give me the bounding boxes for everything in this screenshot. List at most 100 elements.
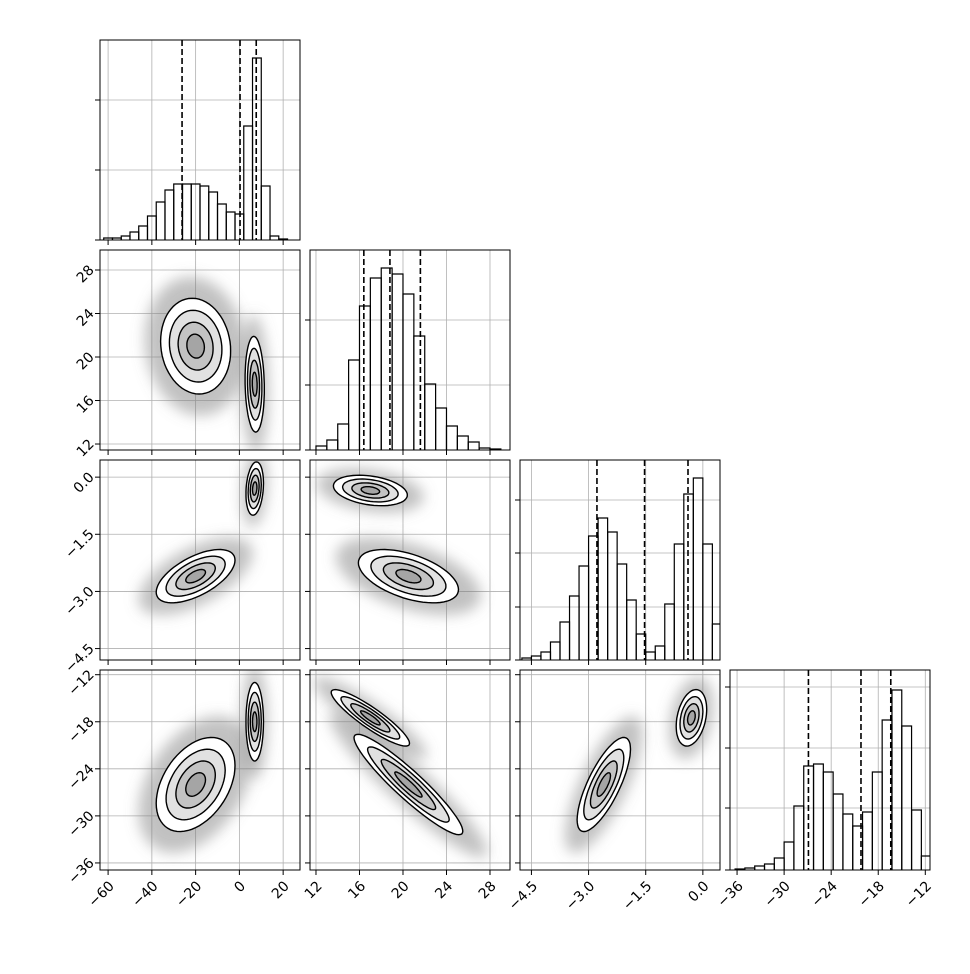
- contour: [185, 771, 207, 798]
- histogram-bin: [920, 855, 930, 870]
- panel: [310, 460, 510, 660]
- histogram-bin: [692, 477, 704, 660]
- y-tick-label: −36: [65, 855, 97, 887]
- histogram-bin: [402, 293, 415, 450]
- panel: [520, 460, 720, 660]
- histogram-bin: [754, 865, 766, 870]
- x-tick-label: 16: [345, 878, 369, 902]
- histogram-bin: [164, 189, 175, 240]
- x-tick-label: −60: [86, 878, 118, 910]
- histogram-bin: [369, 277, 382, 450]
- y-tick-label: 20: [74, 349, 98, 373]
- y-tick-label: 12: [74, 436, 98, 460]
- x-tick-label: 20: [269, 878, 293, 902]
- histogram-bin: [773, 857, 785, 870]
- x-tick-label: 12: [302, 878, 326, 902]
- histogram-bin: [711, 623, 720, 660]
- histogram-bin: [626, 599, 637, 660]
- axes-frame: [99, 39, 301, 241]
- y-tick-label: 28: [74, 262, 98, 286]
- x-tick-label: 20: [389, 878, 413, 902]
- histogram-bin: [199, 185, 210, 240]
- x-tick-label: −4.5: [506, 878, 541, 913]
- histogram-bin: [456, 435, 469, 450]
- histogram-bin: [326, 439, 339, 450]
- histogram-bin: [120, 235, 131, 240]
- x-tick-label: 24: [432, 878, 456, 902]
- panel: [100, 40, 300, 240]
- histogram-bin: [607, 531, 618, 660]
- x-tick-label: 0.0: [685, 878, 712, 905]
- panel: [100, 460, 300, 660]
- x-tick-label: −40: [129, 878, 161, 910]
- contour: [359, 710, 381, 726]
- axes-frame: [99, 249, 301, 451]
- histogram-bin: [424, 383, 437, 450]
- histogram-bin: [861, 811, 873, 870]
- histogram-bin: [597, 517, 609, 660]
- histogram-bin: [549, 641, 561, 660]
- axes-frame: [309, 249, 511, 451]
- contour: [251, 711, 258, 733]
- axes-frame: [309, 459, 511, 661]
- contour: [686, 710, 696, 726]
- histogram-bin: [842, 813, 854, 870]
- axes-frame: [99, 669, 301, 871]
- x-tick-label: −1.5: [620, 878, 655, 913]
- histogram-bin: [530, 655, 542, 660]
- histogram-bin: [445, 425, 458, 450]
- histogram-bin: [467, 441, 480, 450]
- histogram-bin: [559, 621, 571, 660]
- axes-frame: [99, 459, 301, 661]
- histogram-bin: [225, 211, 236, 240]
- histogram-bin: [129, 231, 140, 240]
- histogram-bin: [138, 225, 149, 240]
- y-tick-label: −18: [65, 714, 97, 746]
- panel: [310, 250, 510, 450]
- panel: [520, 670, 720, 870]
- axes-frame: [519, 459, 721, 661]
- histogram-bin: [413, 335, 426, 450]
- histogram-bin: [871, 771, 883, 870]
- y-tick-label: 0.0: [71, 469, 98, 496]
- histogram-bin: [391, 273, 404, 450]
- contour: [394, 771, 423, 798]
- axes-frame: [309, 669, 511, 871]
- contour: [251, 481, 258, 496]
- histogram-bin: [812, 763, 824, 870]
- histogram-bin: [243, 125, 254, 240]
- x-tick-label: −12: [903, 878, 935, 910]
- histogram-bin: [702, 543, 713, 660]
- x-tick-label: 28: [476, 878, 500, 902]
- y-tick-label: −1.5: [62, 527, 97, 562]
- histogram-bin: [315, 445, 328, 450]
- histogram-bin: [358, 305, 371, 450]
- histogram-bin: [763, 863, 775, 870]
- y-tick-label: 24: [74, 306, 98, 330]
- histogram-bin: [783, 841, 795, 870]
- contour: [186, 333, 206, 359]
- histogram-bin: [540, 651, 552, 660]
- y-tick-label: −3.0: [62, 584, 97, 619]
- x-tick-label: −36: [715, 878, 747, 910]
- histogram-bin: [635, 633, 647, 660]
- panel: [100, 670, 300, 870]
- histogram-bin: [891, 689, 903, 870]
- x-tick-label: −3.0: [563, 878, 598, 913]
- histogram-bin: [208, 191, 219, 240]
- histogram-bin: [181, 183, 192, 240]
- x-tick-label: −18: [856, 878, 888, 910]
- contour: [185, 568, 207, 584]
- contour: [395, 568, 422, 584]
- y-tick-label: −24: [65, 761, 97, 793]
- histogram-bin: [822, 771, 834, 870]
- histogram-bin: [793, 805, 805, 870]
- histogram-bin: [348, 359, 361, 450]
- x-tick-label: −20: [173, 878, 205, 910]
- contour: [596, 772, 612, 797]
- contour: [251, 371, 258, 397]
- histogram-bin: [435, 407, 448, 450]
- histogram-bin: [832, 793, 844, 870]
- panel: [100, 250, 300, 450]
- contour: [360, 486, 381, 495]
